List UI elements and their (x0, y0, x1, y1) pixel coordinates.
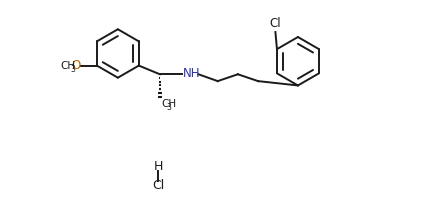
Text: Cl: Cl (152, 179, 164, 192)
Text: Cl: Cl (270, 17, 281, 30)
Text: H: H (154, 160, 163, 173)
Text: CH: CH (162, 99, 177, 109)
Text: O: O (71, 59, 81, 72)
Text: CH: CH (60, 61, 76, 71)
Text: 3: 3 (70, 65, 76, 74)
Text: 3: 3 (167, 102, 172, 112)
Text: NH: NH (183, 67, 201, 80)
